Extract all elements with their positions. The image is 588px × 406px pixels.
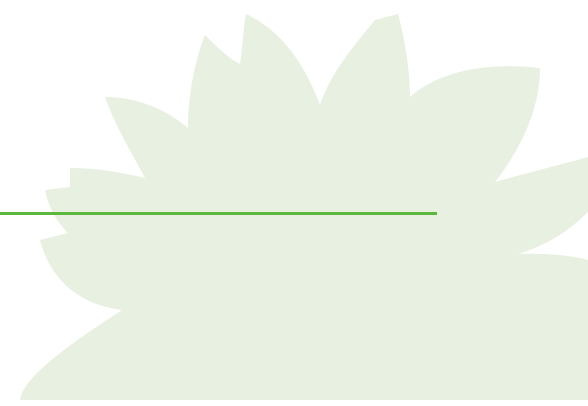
page — [0, 0, 588, 406]
screen — [0, 0, 588, 406]
